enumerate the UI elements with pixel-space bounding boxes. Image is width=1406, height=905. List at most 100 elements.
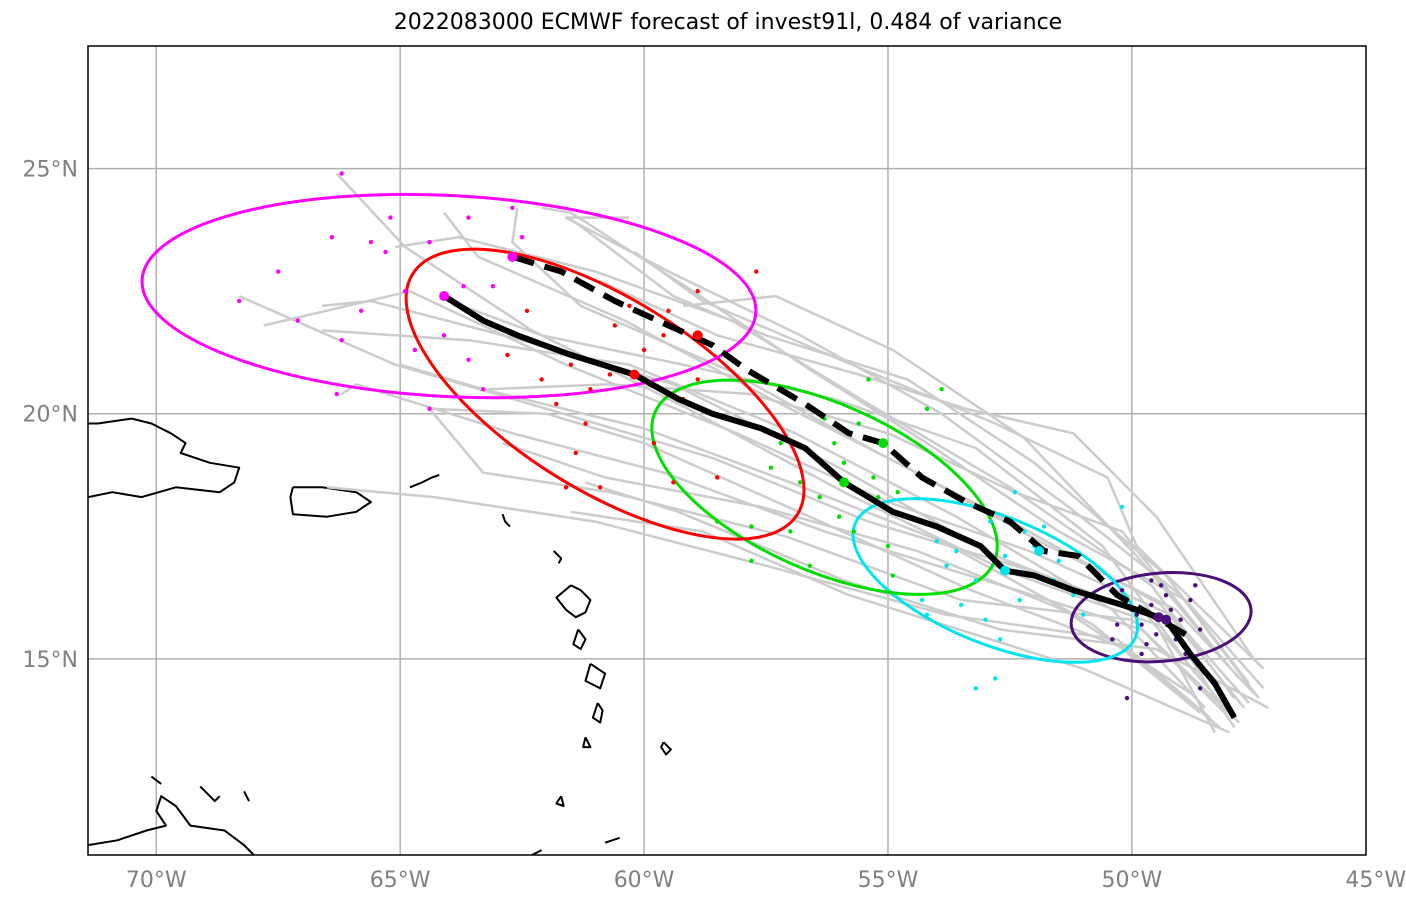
member-position <box>895 489 900 495</box>
coastline <box>604 836 621 844</box>
coastline <box>584 662 607 690</box>
coastline <box>572 628 587 651</box>
member-position <box>1168 607 1174 613</box>
mean-position <box>1000 565 1011 576</box>
member-position <box>358 308 364 313</box>
member-position <box>851 529 857 534</box>
member-position <box>944 563 949 568</box>
member-position <box>1197 627 1203 632</box>
coastline <box>555 584 592 619</box>
uncertainty-ellipse <box>650 378 999 596</box>
member-position <box>797 480 803 485</box>
member-position <box>412 347 418 353</box>
coastline <box>88 795 255 855</box>
member-position <box>1119 588 1125 593</box>
map-frame <box>87 45 1367 856</box>
member-position <box>695 288 700 294</box>
member-position <box>807 563 813 568</box>
member-position <box>856 421 861 426</box>
uncertainty-ellipse <box>140 192 758 400</box>
member-position <box>510 205 515 210</box>
member-position <box>919 597 925 603</box>
member-position <box>1110 637 1115 642</box>
member-position <box>817 494 822 500</box>
member-position <box>466 215 471 220</box>
member-position <box>1056 558 1061 564</box>
ensemble-track <box>335 172 1216 733</box>
member-position <box>1080 612 1086 617</box>
member-position <box>749 524 754 529</box>
member-position <box>997 637 1003 642</box>
member-position <box>334 391 339 397</box>
axis-ticks: 70°W 65°W 60°W 55°W 50°W 45°W 15°N 20°N 25°N <box>23 158 1406 893</box>
mean-positions <box>439 251 1172 625</box>
x-tick-label: 45°W <box>1345 868 1406 893</box>
member-position <box>1134 612 1139 617</box>
member-position <box>1124 695 1130 701</box>
member-position <box>1158 583 1164 588</box>
member-position <box>958 602 964 608</box>
member-position <box>237 298 242 304</box>
member-position <box>788 529 793 534</box>
graticule <box>88 46 1366 855</box>
member-position <box>573 450 578 456</box>
member-position <box>715 475 720 480</box>
member-position <box>568 362 574 367</box>
member-position <box>885 543 891 549</box>
member-position <box>427 406 432 412</box>
member-position <box>993 676 998 681</box>
member-position <box>607 372 613 377</box>
member-position <box>768 465 774 470</box>
member-position <box>641 347 647 353</box>
ensemble-track <box>443 211 1255 695</box>
coastline <box>591 702 604 724</box>
coastline <box>555 795 565 807</box>
member-position <box>480 387 486 392</box>
x-tick-label: 70°W <box>126 868 187 893</box>
member-position <box>715 519 720 524</box>
member-position <box>1012 489 1017 495</box>
ensemble-track <box>599 280 1255 660</box>
member-position <box>924 406 930 412</box>
coastline <box>243 790 250 802</box>
coastline <box>531 849 543 855</box>
coastlines <box>88 417 672 855</box>
member-position <box>973 686 978 691</box>
ensemble-track <box>428 407 1241 724</box>
member-position <box>1193 583 1198 588</box>
ensemble-track <box>502 441 1192 695</box>
member-position <box>836 514 842 519</box>
y-tick-label: 20°N <box>23 403 78 428</box>
member-position <box>1022 529 1027 534</box>
member-position <box>973 578 978 583</box>
member-position <box>924 612 930 617</box>
member-position <box>749 558 754 564</box>
member-position <box>832 440 837 446</box>
mean-track-solid <box>442 293 1237 720</box>
member-position <box>383 249 388 255</box>
uncertainty-ellipse <box>851 497 1140 664</box>
x-tick-label: 50°W <box>1101 868 1162 893</box>
member-position <box>876 494 881 500</box>
uncertainty-ellipse <box>404 247 806 541</box>
ensemble-track <box>395 235 1236 699</box>
member-position <box>866 377 871 382</box>
member-position <box>651 440 657 446</box>
uncertainty-ellipses <box>140 192 1253 664</box>
member-position <box>1119 504 1125 510</box>
ensemble-track <box>570 510 1230 734</box>
member-position <box>1071 592 1076 598</box>
member-position <box>671 480 676 485</box>
member-position <box>934 539 939 544</box>
member-position <box>588 387 593 392</box>
member-position <box>778 440 783 446</box>
member-position <box>461 284 466 289</box>
member-position <box>276 269 281 274</box>
coastline <box>660 741 672 756</box>
x-tick-label: 65°W <box>370 868 431 893</box>
ensemble-positions <box>237 171 1203 701</box>
member-position <box>666 308 671 313</box>
member-position <box>1149 602 1154 608</box>
ensemble-track <box>399 363 1201 714</box>
member-position <box>563 485 569 490</box>
